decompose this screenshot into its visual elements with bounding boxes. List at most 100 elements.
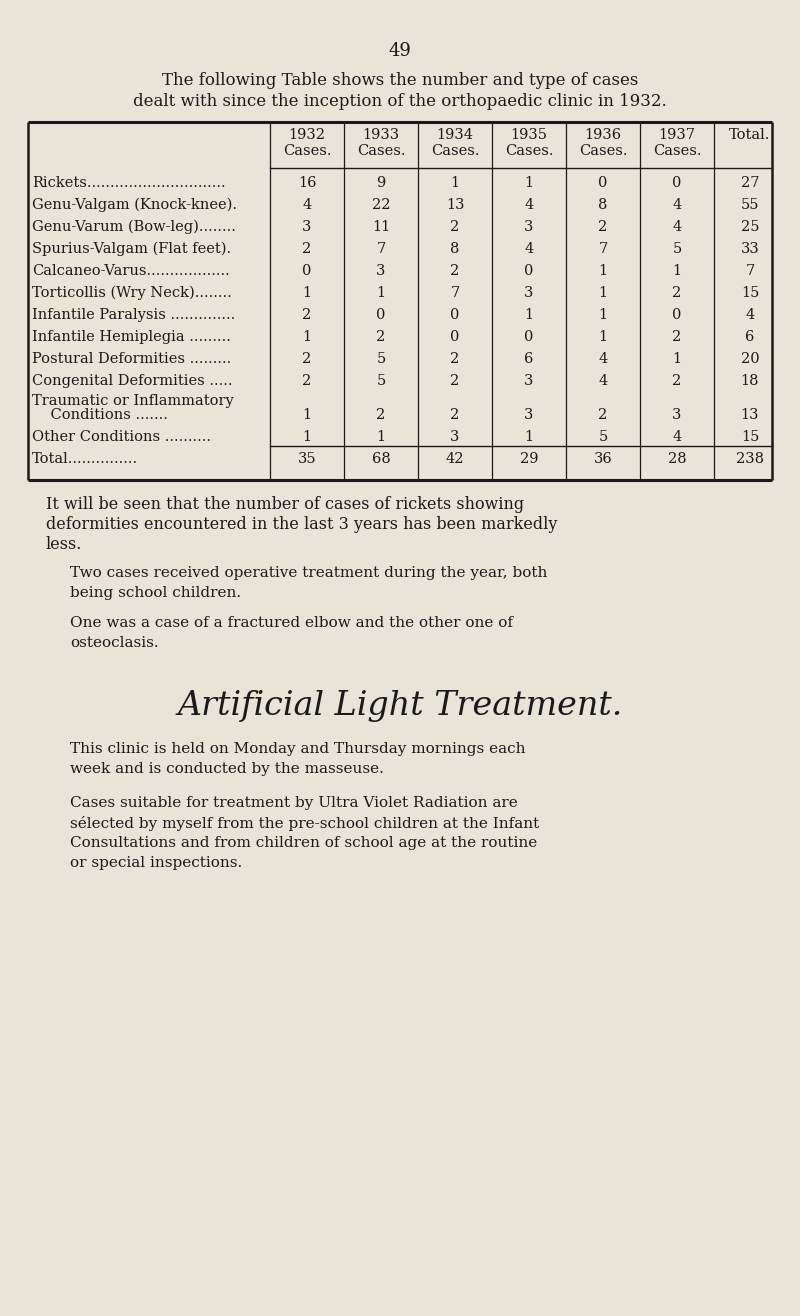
Text: 3: 3 — [672, 408, 682, 422]
Text: 7: 7 — [746, 265, 754, 278]
Text: 1: 1 — [377, 430, 386, 443]
Text: 1: 1 — [525, 176, 534, 190]
Text: 49: 49 — [389, 42, 411, 61]
Text: Rickets..............................: Rickets.............................. — [32, 176, 226, 190]
Text: 22: 22 — [372, 197, 390, 212]
Text: 1935: 1935 — [510, 128, 547, 142]
Text: Postural Deformities .........: Postural Deformities ......... — [32, 351, 231, 366]
Text: 42: 42 — [446, 451, 464, 466]
Text: Other Conditions ..........: Other Conditions .......... — [32, 430, 211, 443]
Text: 1: 1 — [598, 330, 607, 343]
Text: 0: 0 — [450, 308, 460, 322]
Text: Spurius-Valgam (Flat feet).: Spurius-Valgam (Flat feet). — [32, 242, 231, 257]
Text: 55: 55 — [741, 197, 759, 212]
Text: 4: 4 — [672, 197, 682, 212]
Text: 2: 2 — [450, 374, 460, 388]
Text: 0: 0 — [524, 330, 534, 343]
Text: 3: 3 — [302, 220, 312, 234]
Text: Cases.: Cases. — [505, 143, 554, 158]
Text: 0: 0 — [598, 176, 608, 190]
Text: Artificial Light Treatment.: Artificial Light Treatment. — [178, 690, 622, 722]
Text: deformities encountered in the last 3 years has been markedly: deformities encountered in the last 3 ye… — [46, 516, 558, 533]
Text: Cases.: Cases. — [578, 143, 627, 158]
Text: Traumatic or Inflammatory: Traumatic or Inflammatory — [32, 393, 234, 408]
Text: 3: 3 — [376, 265, 386, 278]
Text: Cases.: Cases. — [653, 143, 702, 158]
Text: 7: 7 — [376, 242, 386, 257]
Text: 2: 2 — [598, 408, 608, 422]
Text: 3: 3 — [524, 286, 534, 300]
Text: osteoclasis.: osteoclasis. — [70, 636, 158, 650]
Text: 238: 238 — [736, 451, 764, 466]
Text: 2: 2 — [302, 242, 312, 257]
Text: less.: less. — [46, 536, 82, 553]
Text: 2: 2 — [672, 330, 682, 343]
Text: Cases.: Cases. — [282, 143, 331, 158]
Text: 36: 36 — [594, 451, 612, 466]
Text: 7: 7 — [450, 286, 460, 300]
Text: being school children.: being school children. — [70, 586, 241, 600]
Text: sélected by myself from the pre-school children at the Infant: sélected by myself from the pre-school c… — [70, 816, 539, 830]
Text: One was a case of a fractured elbow and the other one of: One was a case of a fractured elbow and … — [70, 616, 513, 630]
Text: 13: 13 — [741, 408, 759, 422]
Text: Total.: Total. — [730, 128, 770, 142]
Text: 1: 1 — [377, 286, 386, 300]
Text: 1937: 1937 — [658, 128, 695, 142]
Text: 2: 2 — [376, 330, 386, 343]
Text: Infantile Hemiplegia .........: Infantile Hemiplegia ......... — [32, 330, 231, 343]
Text: or special inspections.: or special inspections. — [70, 855, 242, 870]
Text: 11: 11 — [372, 220, 390, 234]
Text: Infantile Paralysis ..............: Infantile Paralysis .............. — [32, 308, 235, 322]
Text: Genu-Valgam (Knock-knee).: Genu-Valgam (Knock-knee). — [32, 197, 237, 212]
Text: 4: 4 — [302, 197, 312, 212]
Text: 13: 13 — [446, 197, 464, 212]
Text: Total...............: Total............... — [32, 451, 138, 466]
Text: 1: 1 — [302, 286, 311, 300]
Text: 1934: 1934 — [437, 128, 474, 142]
Text: Consultations and from children of school age at the routine: Consultations and from children of schoo… — [70, 836, 538, 850]
Text: 1: 1 — [302, 430, 311, 443]
Text: week and is conducted by the masseuse.: week and is conducted by the masseuse. — [70, 762, 384, 776]
Text: 8: 8 — [598, 197, 608, 212]
Text: 6: 6 — [524, 351, 534, 366]
Text: 1: 1 — [525, 430, 534, 443]
Text: 15: 15 — [741, 286, 759, 300]
Text: 15: 15 — [741, 430, 759, 443]
Text: 4: 4 — [598, 374, 608, 388]
Text: Cases.: Cases. — [430, 143, 479, 158]
Text: 5: 5 — [376, 351, 386, 366]
Text: 2: 2 — [450, 265, 460, 278]
Text: Congenital Deformities .....: Congenital Deformities ..... — [32, 374, 233, 388]
Text: 3: 3 — [450, 430, 460, 443]
Text: 1: 1 — [598, 308, 607, 322]
Text: Calcaneo-Varus..................: Calcaneo-Varus.................. — [32, 265, 230, 278]
Text: The following Table shows the number and type of cases: The following Table shows the number and… — [162, 72, 638, 89]
Text: 1: 1 — [302, 408, 311, 422]
Text: 1933: 1933 — [362, 128, 399, 142]
Text: Genu-Varum (Bow-leg)........: Genu-Varum (Bow-leg)........ — [32, 220, 236, 234]
Text: 0: 0 — [302, 265, 312, 278]
Text: This clinic is held on Monday and Thursday mornings each: This clinic is held on Monday and Thursd… — [70, 742, 526, 755]
Text: 33: 33 — [741, 242, 759, 257]
Text: 0: 0 — [672, 176, 682, 190]
Text: 0: 0 — [524, 265, 534, 278]
Text: 2: 2 — [672, 374, 682, 388]
Text: 20: 20 — [741, 351, 759, 366]
Text: 1: 1 — [673, 351, 682, 366]
Text: 4: 4 — [524, 197, 534, 212]
Text: 8: 8 — [450, 242, 460, 257]
Text: Conditions .......: Conditions ....... — [32, 408, 168, 422]
Text: 2: 2 — [302, 351, 312, 366]
Text: 5: 5 — [598, 430, 608, 443]
Text: 2: 2 — [672, 286, 682, 300]
Text: 25: 25 — [741, 220, 759, 234]
Text: 4: 4 — [598, 351, 608, 366]
Text: 2: 2 — [450, 220, 460, 234]
Text: 1: 1 — [673, 265, 682, 278]
Text: 35: 35 — [298, 451, 316, 466]
Text: 0: 0 — [450, 330, 460, 343]
Text: 29: 29 — [520, 451, 538, 466]
Text: 2: 2 — [450, 351, 460, 366]
Text: 1: 1 — [450, 176, 459, 190]
Text: 1932: 1932 — [289, 128, 326, 142]
